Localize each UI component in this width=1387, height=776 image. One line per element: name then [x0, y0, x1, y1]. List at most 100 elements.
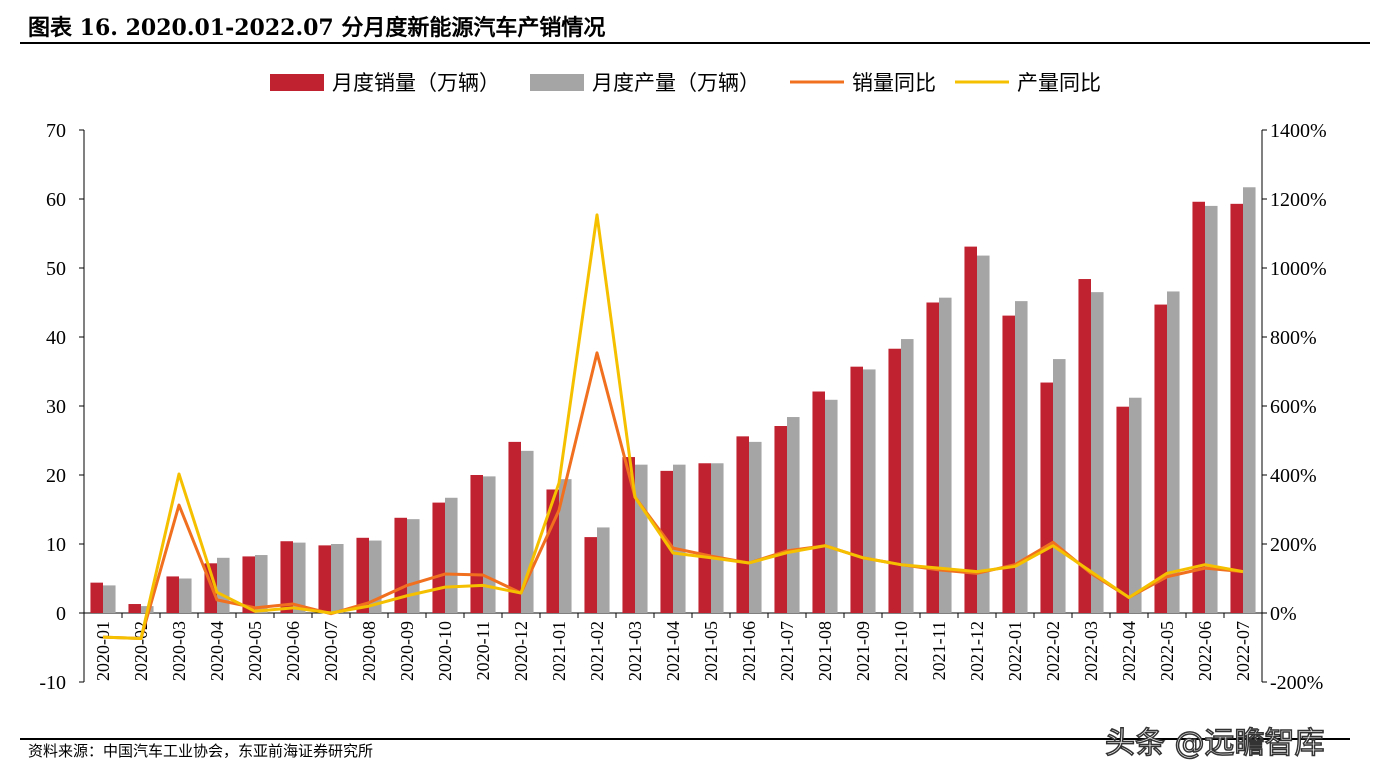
sales-bar	[964, 246, 977, 614]
x-tick-label: 2021-02	[587, 621, 607, 681]
production-bar	[673, 464, 686, 613]
x-tick-label: 2020-12	[511, 621, 531, 681]
sales-bar	[242, 556, 255, 613]
production-bar	[1167, 291, 1180, 613]
right-tick-label: 0%	[1270, 603, 1297, 625]
legend-swatch	[270, 74, 324, 91]
x-tick-label: 2022-07	[1233, 621, 1253, 681]
production-bar	[103, 585, 116, 613]
left-tick-label: 40	[46, 327, 66, 349]
production-bar	[597, 527, 610, 613]
sales-bar	[774, 426, 787, 613]
x-tick-label: 2021-09	[853, 621, 873, 681]
production-bar	[179, 578, 192, 613]
source-rule	[20, 738, 1350, 740]
x-tick-label: 2021-01	[549, 621, 569, 681]
x-tick-label: 2022-03	[1081, 621, 1101, 681]
sales-bar	[736, 436, 749, 613]
production-bar	[217, 557, 230, 613]
production-bar	[1091, 292, 1104, 613]
sales-bar	[508, 441, 521, 613]
sales-bar	[1116, 406, 1129, 613]
production-bar	[331, 544, 344, 613]
x-tick-label: 2020-11	[473, 621, 493, 680]
production-bar	[255, 555, 268, 613]
x-tick-label: 2020-04	[207, 621, 227, 681]
production-bar	[559, 479, 572, 613]
left-tick-label: 30	[46, 396, 66, 418]
sales-bar	[90, 582, 103, 613]
right-tick-label: 800%	[1270, 327, 1317, 349]
sales-bar	[166, 576, 179, 613]
x-tick-label: 2021-05	[701, 621, 721, 681]
sales-bar	[1078, 279, 1091, 613]
x-tick-label: 2021-04	[663, 621, 683, 681]
x-tick-label: 2020-10	[435, 621, 455, 681]
sales-bar	[280, 541, 293, 613]
right-tick-label: 1000%	[1270, 258, 1327, 280]
x-tick-label: 2022-04	[1119, 621, 1139, 681]
left-tick-label: 50	[46, 258, 66, 280]
left-tick-label: 0	[56, 603, 66, 625]
production-bar	[1243, 187, 1256, 613]
x-tick-label: 2020-05	[245, 621, 265, 681]
sales-bar	[888, 348, 901, 613]
production-bar	[749, 441, 762, 613]
production-bar	[1129, 397, 1142, 613]
x-tick-label: 2022-05	[1157, 621, 1177, 681]
sales-bar	[1154, 304, 1167, 613]
sales-bar	[356, 537, 369, 613]
left-tick-label: 10	[46, 534, 66, 556]
x-tick-label: 2022-02	[1043, 621, 1063, 681]
production-bar	[369, 540, 382, 613]
sales-bar	[470, 475, 483, 613]
production-bar	[977, 255, 990, 613]
production-bar	[1205, 205, 1218, 613]
x-tick-label: 2020-01	[93, 621, 113, 681]
production-bar	[483, 476, 496, 613]
production-bar	[293, 542, 306, 613]
sales-bar	[432, 502, 445, 613]
sales-bar	[1002, 315, 1015, 613]
sales-bar	[622, 457, 635, 613]
right-tick-label: -200%	[1270, 672, 1323, 694]
sales-bar	[584, 537, 597, 613]
sales-bar	[812, 391, 825, 613]
sales-bar	[850, 366, 863, 613]
x-tick-label: 2020-07	[321, 621, 341, 681]
right-tick-label: 200%	[1270, 534, 1317, 556]
sales-bar	[318, 545, 331, 613]
sales-bar	[1040, 382, 1053, 613]
sales-bar	[1192, 201, 1205, 613]
sales-bar	[546, 489, 559, 613]
legend-label: 销量同比	[852, 71, 936, 95]
production-bar	[787, 417, 800, 613]
x-tick-label: 2021-10	[891, 621, 911, 681]
left-tick-label: 70	[46, 120, 66, 142]
left-tick-label: 20	[46, 465, 66, 487]
production-bar	[1015, 301, 1028, 613]
legend-label: 月度销量（万辆）	[332, 71, 500, 95]
legend-label: 产量同比	[1017, 71, 1101, 95]
sales-bar	[926, 302, 939, 613]
right-tick-label: 1200%	[1270, 189, 1327, 211]
x-tick-label: 2020-06	[283, 621, 303, 681]
x-tick-label: 2021-06	[739, 621, 759, 681]
right-tick-label: 600%	[1270, 396, 1317, 418]
x-tick-label: 2022-01	[1005, 621, 1025, 681]
production-bar	[635, 464, 648, 613]
title-rule	[20, 42, 1370, 44]
right-tick-label: 1400%	[1270, 120, 1327, 142]
right-tick-label: 400%	[1270, 465, 1317, 487]
figure-title: 图表 16. 2020.01-2022.07 分月度新能源汽车产销情况	[28, 15, 606, 41]
production-bar	[825, 399, 838, 613]
production-bar	[1053, 359, 1066, 613]
legend-label: 月度产量（万辆）	[592, 71, 760, 95]
sales-bar	[1230, 203, 1243, 613]
watermark: 头条 @远瞻智库	[1104, 725, 1325, 762]
left-tick-label: -10	[39, 672, 66, 694]
production-bar	[863, 369, 876, 613]
x-tick-label: 2021-03	[625, 621, 645, 681]
production-bar	[901, 339, 914, 613]
production-bar	[445, 497, 458, 613]
